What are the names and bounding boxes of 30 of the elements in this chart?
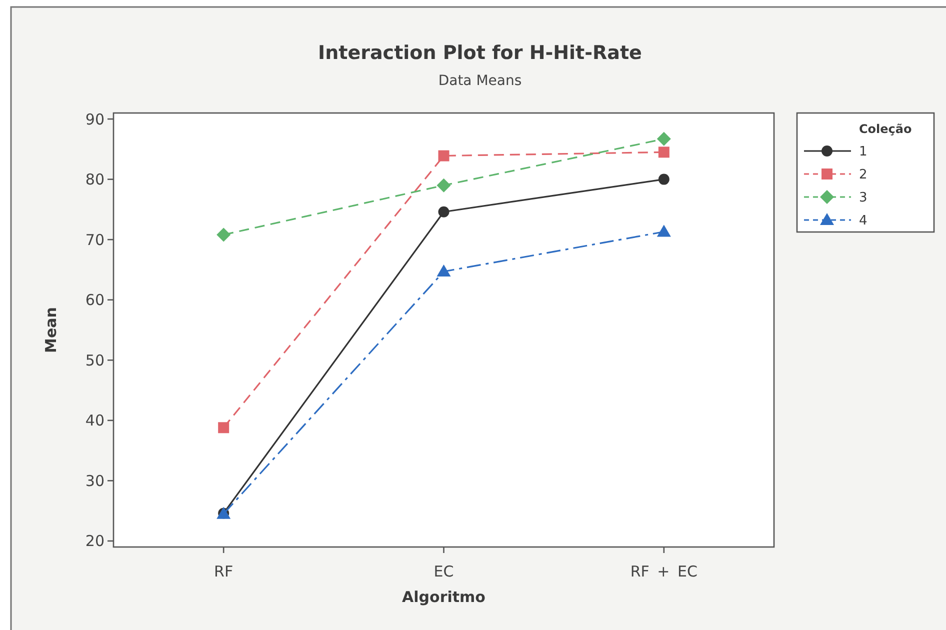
- point: [438, 150, 450, 162]
- x-tick-label: RF + EC: [630, 562, 698, 580]
- y-tick-label: 80: [85, 170, 104, 189]
- point: [656, 132, 671, 146]
- point: [218, 422, 230, 434]
- y-tick-label: 60: [85, 291, 104, 310]
- y-tick-label: 40: [85, 412, 104, 430]
- point: [658, 174, 670, 185]
- x-axis-title: Algoritmo: [402, 588, 486, 606]
- chart-subtitle: Data Means: [438, 73, 522, 89]
- x-tick-label: RF: [214, 562, 234, 580]
- legend-label: 4: [859, 214, 868, 229]
- y-tick-label: 30: [85, 472, 104, 490]
- x-tick-label: EC: [434, 562, 454, 580]
- point: [216, 228, 231, 242]
- y-tick-label: 70: [85, 230, 104, 249]
- legend-label: 1: [859, 144, 868, 160]
- y-tick-label: 90: [85, 110, 104, 128]
- y-tick-label: 50: [85, 351, 104, 370]
- y-tick-label: 20: [85, 532, 104, 550]
- y-axis-title: Mean: [42, 307, 60, 353]
- point: [658, 146, 670, 158]
- point: [436, 178, 451, 192]
- chart-title: Interaction Plot for H-Hit-Rate: [318, 42, 642, 64]
- point: [656, 224, 671, 237]
- legend-title: Coleção: [859, 122, 912, 136]
- point: [436, 264, 451, 277]
- point: [438, 206, 450, 218]
- legend-label: 3: [859, 190, 868, 206]
- legend-label: 2: [859, 168, 868, 183]
